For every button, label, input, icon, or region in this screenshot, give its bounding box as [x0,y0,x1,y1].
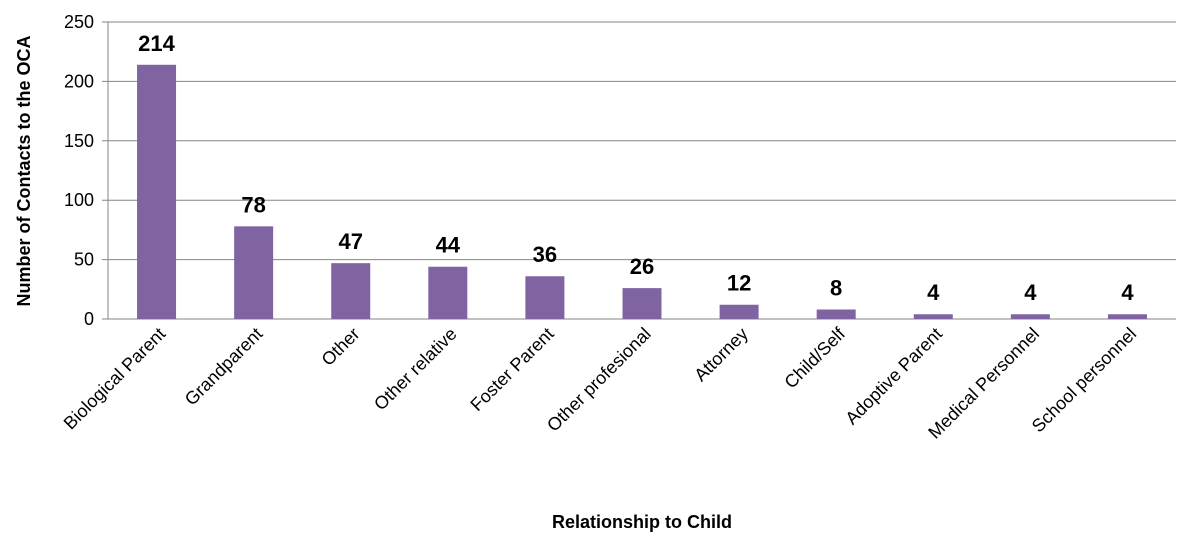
data-label: 36 [533,242,557,267]
x-tick-label: School personnel [1028,324,1141,437]
y-tick-label: 150 [64,131,94,151]
bars [137,64,1147,319]
data-label: 214 [138,31,175,56]
bar [913,314,953,319]
bar [1107,314,1147,319]
data-label: 26 [630,254,654,279]
x-axis-label: Relationship to Child [552,512,732,532]
x-axis-ticks: Biological Parent Grandparent Other Other r… [60,323,1141,443]
y-tick-label: 100 [64,190,94,210]
bar [1010,314,1050,319]
y-axis-label: Number of Contacts to the OCA [14,35,34,306]
data-label: 12 [727,271,751,296]
x-tick-label: Other [318,324,364,370]
data-label: 47 [338,229,362,254]
data-label: 8 [830,275,842,300]
bar [331,263,371,319]
data-label: 4 [927,280,940,305]
y-axis-ticks: 0 50 100 150 200 250 [64,12,94,329]
x-tick-label: Grandparent [181,324,267,410]
bar [234,226,274,319]
bar [137,64,177,319]
x-tick-label: Other relative [370,324,461,415]
y-tick-label: 250 [64,12,94,32]
x-tick-label: Other profesional [543,324,655,436]
y-tick-label: 0 [84,309,94,329]
x-tick-label: Child/Self [780,323,849,392]
bar [719,304,759,319]
data-label: 44 [436,233,461,258]
data-label: 4 [1024,280,1037,305]
gridlines [102,21,1176,320]
data-label: 78 [241,192,265,217]
y-tick-label: 50 [74,250,94,270]
bar [428,266,468,319]
x-tick-label: Adoptive Parent [841,324,946,429]
bar [816,309,856,319]
y-tick-label: 200 [64,71,94,91]
bar [525,276,565,319]
x-tick-label: Attorney [690,324,752,386]
data-label: 4 [1121,280,1134,305]
x-tick-label: Biological Parent [60,324,170,434]
x-tick-label: Foster Parent [466,324,557,415]
bar [622,288,662,319]
